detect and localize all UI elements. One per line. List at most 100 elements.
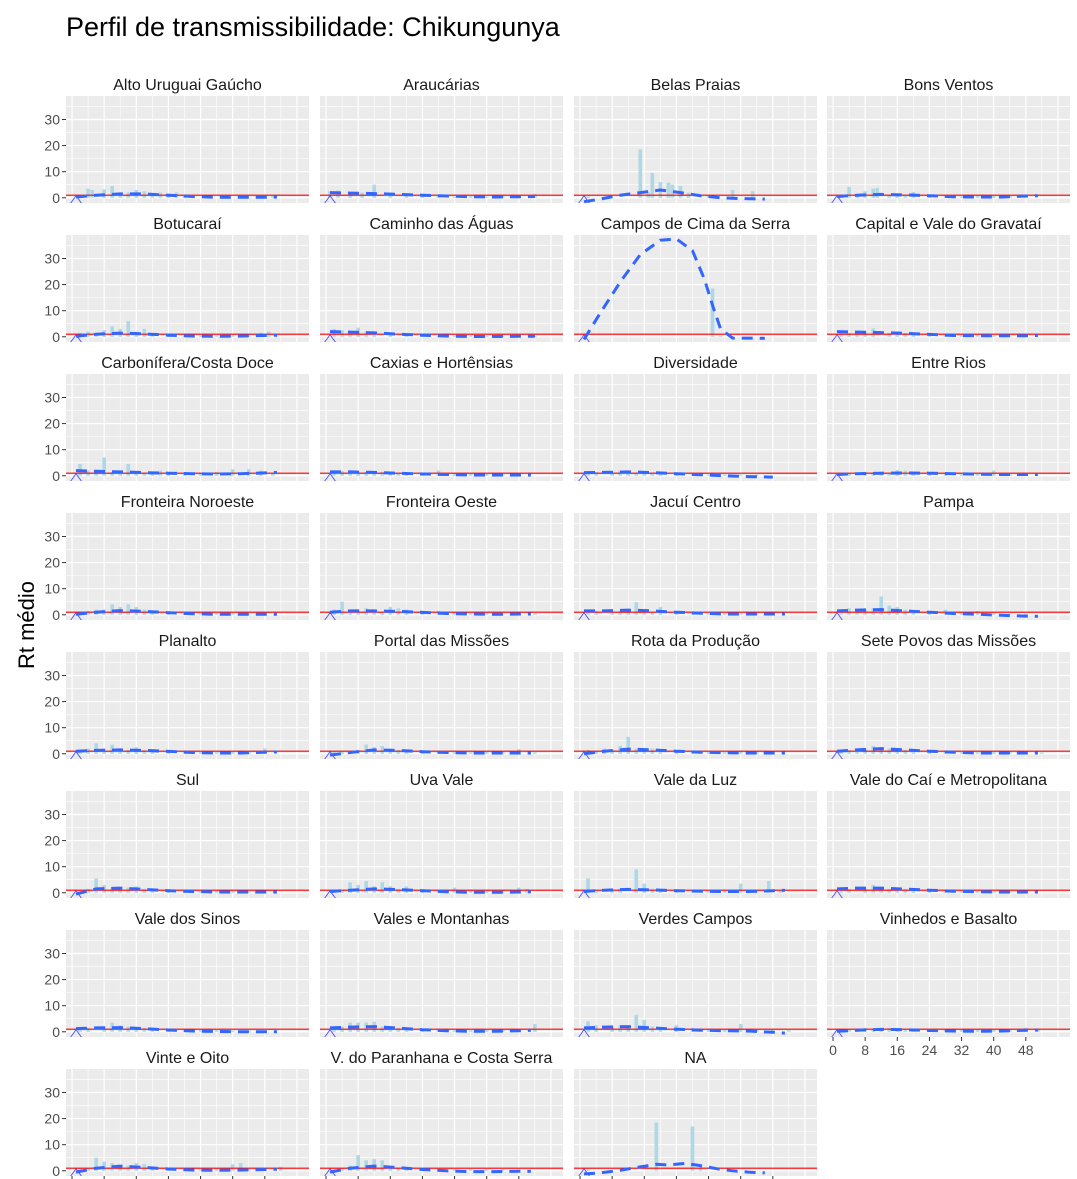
grid <box>827 930 1070 1046</box>
bar <box>332 471 336 476</box>
bar <box>468 1030 473 1032</box>
bar <box>372 610 377 615</box>
bar <box>1040 752 1044 754</box>
panel-background <box>827 652 1070 759</box>
bar <box>847 1029 851 1032</box>
y-tick-label: 0 <box>52 190 60 206</box>
bar <box>332 1027 336 1032</box>
bar <box>706 195 711 198</box>
grid <box>320 791 563 907</box>
bar <box>638 149 643 198</box>
bar <box>230 613 235 615</box>
facet-panel-sul: Sul 0 10 20 30 <box>44 772 309 907</box>
bar <box>94 878 98 893</box>
facet-panel-capital-e-vale-do-gravata: Capital e Vale do Gravataí <box>827 216 1070 351</box>
bar <box>855 751 859 754</box>
grid <box>574 96 817 212</box>
grid <box>574 374 817 490</box>
bar <box>214 471 219 476</box>
y-tick-label: 10 <box>44 1137 60 1153</box>
y-tick-label: 10 <box>44 720 60 736</box>
bar <box>847 332 851 337</box>
x-tick-label: 48 <box>1018 1042 1034 1058</box>
bar <box>142 191 147 198</box>
y-tick-label: 20 <box>44 555 60 571</box>
facet-panel-botucara: Botucaraí 0 10 20 30 <box>44 216 309 351</box>
bar <box>594 471 598 476</box>
trend-line <box>583 470 773 479</box>
y-axis-ticks: 0 10 20 30 <box>44 528 66 623</box>
bar <box>525 888 529 893</box>
bar <box>372 472 377 476</box>
bar <box>750 191 755 198</box>
bar <box>887 888 892 893</box>
bar <box>991 891 996 893</box>
panel-content <box>320 184 563 203</box>
panel-strip-label: Vale do Caí e Metropolitana <box>850 772 1047 789</box>
y-tick-label: 0 <box>52 885 60 901</box>
panel-content <box>574 237 817 342</box>
panel-strip-label: Capital e Vale do Gravataí <box>855 216 1042 233</box>
bar <box>594 890 598 893</box>
bar <box>594 751 598 754</box>
bar <box>887 195 892 198</box>
panel-strip-label: Vale dos Sinos <box>135 911 241 928</box>
panel-content <box>66 878 309 898</box>
bar <box>110 186 114 198</box>
bar <box>738 883 743 893</box>
grid <box>827 235 1070 351</box>
panel-content <box>827 596 1070 620</box>
bar <box>634 869 639 893</box>
bar <box>533 613 537 615</box>
y-tick-label: 20 <box>44 833 60 849</box>
panel-strip-label: Bons Ventos <box>904 77 994 94</box>
bar <box>340 601 344 615</box>
bar <box>238 1162 243 1171</box>
bar <box>110 604 114 615</box>
bar <box>388 1166 393 1171</box>
bar <box>468 890 473 893</box>
bar <box>271 195 275 198</box>
y-tick-label: 20 <box>44 972 60 988</box>
bar <box>198 752 203 754</box>
grid <box>574 930 817 1046</box>
bar <box>634 1014 639 1032</box>
bar <box>348 334 352 337</box>
bar <box>871 608 875 615</box>
grid <box>320 235 563 351</box>
trend-line <box>583 1161 765 1176</box>
bar <box>626 471 631 476</box>
y-tick-label: 10 <box>44 442 60 458</box>
bar <box>364 881 368 893</box>
panel-strip-label: Diversidade <box>653 355 738 372</box>
trend-line <box>582 237 765 341</box>
y-tick-label: 20 <box>44 277 60 293</box>
panel-background <box>66 513 309 620</box>
bar <box>642 749 647 754</box>
bar <box>1024 613 1028 615</box>
bar <box>198 473 203 476</box>
panel-background <box>320 652 563 759</box>
panel-content <box>320 470 563 481</box>
grid <box>320 513 563 629</box>
bar <box>991 195 996 198</box>
trend-line <box>583 188 765 203</box>
facet-panel-uva-vale: Uva Vale <box>320 772 563 907</box>
y-tick-label: 30 <box>44 1084 60 1100</box>
bar <box>626 736 631 754</box>
bar <box>230 890 235 893</box>
bar <box>388 193 393 198</box>
y-tick-label: 30 <box>44 528 60 544</box>
bar <box>618 610 622 615</box>
bar <box>959 1029 964 1032</box>
y-axis-ticks: 0 10 20 30 <box>44 389 66 484</box>
facet-panel-fronteira-noroeste: Fronteira Noroeste 0 10 20 30 <box>44 494 309 629</box>
y-axis-ticks: 0 10 20 30 <box>44 945 66 1040</box>
panel-content <box>320 744 563 759</box>
bar <box>738 613 743 615</box>
panel-content <box>827 470 1070 481</box>
bar <box>468 1169 473 1171</box>
panel-content <box>66 1157 309 1176</box>
